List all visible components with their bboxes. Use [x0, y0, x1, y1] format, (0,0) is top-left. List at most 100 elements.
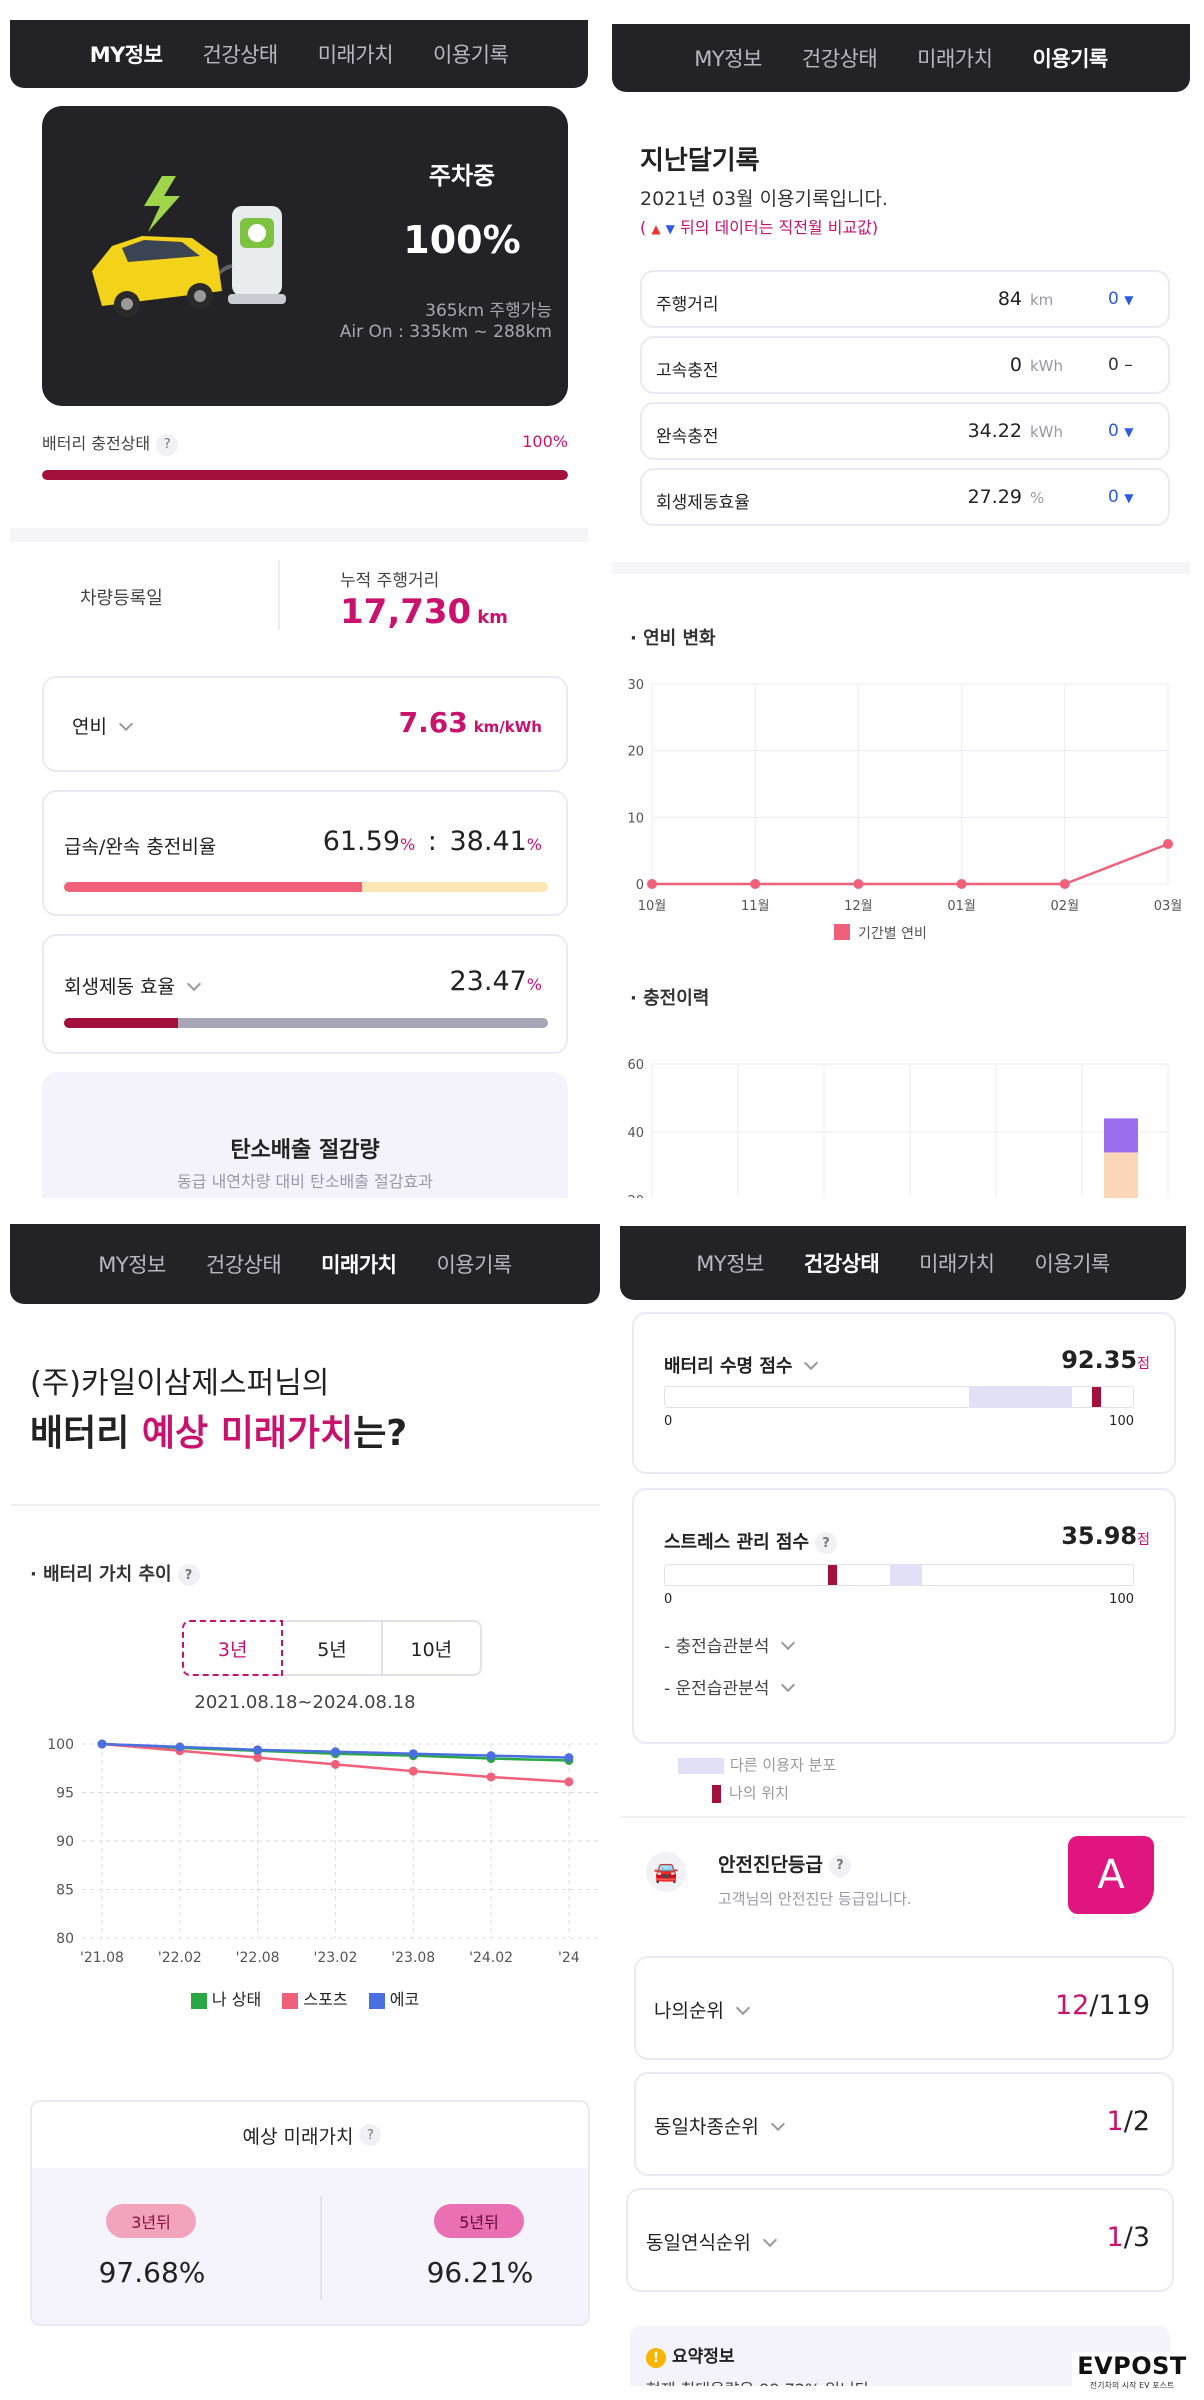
- x-tick-label: 12월: [844, 899, 873, 914]
- expected-future-value-title: 예상 미래가치?: [32, 2102, 588, 2168]
- regen-efficiency-card[interactable]: 회생제동 효율 23.47%: [42, 934, 568, 1054]
- same-model-rank-card[interactable]: 동일차종순위 1/2: [634, 2072, 1174, 2176]
- tab-health[interactable]: 건강상태: [205, 1253, 282, 1277]
- tab-my-info[interactable]: MY정보: [694, 47, 762, 71]
- chevron-down-icon: [118, 716, 134, 732]
- my-position-marker: [828, 1565, 838, 1585]
- x-tick-label: '23.08: [391, 1950, 435, 1966]
- list-item: 회생제동효율 27.29 % 0 ▼: [640, 468, 1170, 526]
- help-icon[interactable]: ?: [177, 1564, 200, 1586]
- data-point: [956, 879, 967, 889]
- tab-usage-record[interactable]: 이용기록: [1034, 1252, 1110, 1276]
- down-arrow-icon: ▼: [1124, 293, 1134, 307]
- list-item: 고속충전 0 kWh 0 –: [640, 336, 1170, 394]
- help-icon[interactable]: ?: [156, 433, 179, 456]
- regen-efficiency-label: 회생제동 효율: [64, 972, 201, 999]
- period-5y-button[interactable]: 5년: [283, 1620, 383, 1676]
- same-year-rank-card[interactable]: 동일연식순위 1/3: [626, 2188, 1174, 2292]
- x-tick-label: '24.02: [469, 1950, 513, 1966]
- tab-health[interactable]: 건강상태: [202, 43, 278, 67]
- bar-slow-charge: [1104, 1152, 1138, 1198]
- legend-swatch: [368, 1992, 385, 2009]
- comparison-note: ( ▲ ▼ 뒤의 데이터는 직전월 비교값): [640, 218, 879, 237]
- y-tick-label: 40: [627, 1126, 644, 1141]
- stress-score-label: 스트레스 관리 점수?: [664, 1528, 838, 1554]
- tab-health[interactable]: 건강상태: [801, 47, 878, 71]
- summary-text: 현재 최대용량은 99.72% 입니다: [646, 2376, 869, 2386]
- tab-future-value[interactable]: 미래가치: [321, 1253, 397, 1277]
- chevron-down-icon: [186, 976, 201, 992]
- y-tick-label: 20: [627, 1194, 644, 1198]
- tab-my-info[interactable]: MY정보: [98, 1253, 166, 1277]
- legend-swatch: [282, 1992, 299, 2009]
- delta-value: 0 ▼: [1108, 487, 1134, 507]
- scale-min: 0: [664, 1592, 673, 1607]
- delta-value: 0 ▼: [1108, 421, 1134, 441]
- up-arrow-icon: ▲: [651, 222, 661, 236]
- tab-future-value[interactable]: 미래가치: [317, 43, 394, 67]
- registration-date-label: 차량등록일: [80, 588, 163, 609]
- down-arrow-icon: ▼: [1124, 491, 1134, 505]
- chevron-down-icon: [781, 1677, 796, 1693]
- list-item: 주행거리 84 km 0 ▼: [640, 270, 1170, 328]
- other-users-distribution: [969, 1387, 1073, 1407]
- tab-future-value[interactable]: 미래가치: [919, 1252, 995, 1276]
- data-point: [486, 1772, 496, 1782]
- down-arrow-icon: ▼: [665, 222, 675, 236]
- driving-habit-analysis[interactable]: - 운전습관분석: [664, 1674, 796, 1699]
- down-arrow-icon: ▼: [1124, 425, 1134, 439]
- rank-value: 1/3: [1106, 2222, 1150, 2253]
- legend-swatch: [678, 1757, 724, 1774]
- y-tick-label: 20: [627, 745, 644, 760]
- x-tick-label: '23.02: [313, 1950, 357, 1966]
- top-tab-bar: MY정보 건강상태 미래가치 이용기록: [612, 24, 1190, 92]
- expected-future-value-body: 3년뒤 97.68% 5년뒤 96.21%: [32, 2168, 588, 2324]
- data-point: [486, 1751, 496, 1761]
- scale-min: 0: [664, 1414, 673, 1429]
- period-10y-button[interactable]: 10년: [382, 1620, 482, 1676]
- tab-usage-record[interactable]: 이용기록: [436, 1253, 512, 1277]
- help-icon[interactable]: ?: [815, 1532, 838, 1554]
- tab-my-info[interactable]: MY정보: [89, 43, 163, 67]
- legend-swatch: [190, 1992, 207, 2009]
- chevron-down-icon: [781, 1635, 796, 1651]
- section-subtitle: 2021년 03월 이용기록입니다.: [640, 188, 888, 210]
- delta-value: 0 –: [1108, 355, 1133, 375]
- regen-efficiency-bar: [64, 1018, 548, 1028]
- delta-value: 0 ▼: [1108, 289, 1134, 309]
- y-tick-label: 90: [56, 1834, 74, 1850]
- vehicle-status-card: 주차중 100% 365km 주행가능 Air On : 335km ~ 288…: [42, 106, 568, 406]
- other-users-distribution: [889, 1565, 923, 1585]
- my-position-legend: 나의 위치: [712, 1782, 789, 1803]
- x-tick-label: 02월: [1051, 899, 1080, 914]
- tab-usage-record[interactable]: 이용기록: [433, 43, 509, 67]
- tab-health[interactable]: 건강상태: [803, 1252, 880, 1276]
- battery-charge-percent: 100%: [522, 432, 568, 451]
- scale-max: 100: [1109, 1414, 1134, 1429]
- tab-future-value[interactable]: 미래가치: [917, 47, 993, 71]
- x-tick-label: '22.02: [158, 1950, 202, 1966]
- stress-score-track: [664, 1564, 1134, 1586]
- tab-my-info[interactable]: MY정보: [696, 1252, 764, 1276]
- my-rank-card[interactable]: 나의순위 12/119: [634, 1956, 1174, 2060]
- battery-life-score-value: 92.35점: [1061, 1346, 1150, 1374]
- period-3y-button[interactable]: 3년: [182, 1620, 284, 1676]
- y-tick-label: 85: [56, 1883, 74, 1899]
- help-icon[interactable]: ?: [828, 1854, 851, 1877]
- data-point: [1059, 879, 1070, 889]
- my-info-panel: MY정보 건강상태 미래가치 이용기록 주차중 100% 365km 주행가능 …: [10, 20, 588, 1198]
- efficiency-card[interactable]: 연비 7.63 km/kWh: [42, 676, 568, 772]
- top-tab-bar: MY정보 건강상태 미래가치 이용기록: [10, 20, 588, 88]
- future-value-panel: MY정보 건강상태 미래가치 이용기록 (주)카일이삼제스퍼님의 배터리 예상 …: [10, 1224, 600, 2344]
- tab-usage-record[interactable]: 이용기록: [1032, 47, 1108, 71]
- scale-max: 100: [1109, 1592, 1134, 1607]
- battery-life-score-card[interactable]: 배터리 수명 점수 92.35점 0 100: [632, 1312, 1176, 1474]
- charging-habit-analysis[interactable]: - 충전습관분석: [664, 1632, 796, 1657]
- safety-grade-badge: A: [1068, 1836, 1154, 1914]
- badge-5-years: 5년뒤: [434, 2204, 524, 2238]
- help-icon[interactable]: ?: [359, 2124, 382, 2146]
- data-point: [564, 1777, 574, 1787]
- data-point: [253, 1753, 263, 1763]
- plot-area: [651, 683, 1169, 885]
- x-tick-label: 03월: [1154, 899, 1183, 914]
